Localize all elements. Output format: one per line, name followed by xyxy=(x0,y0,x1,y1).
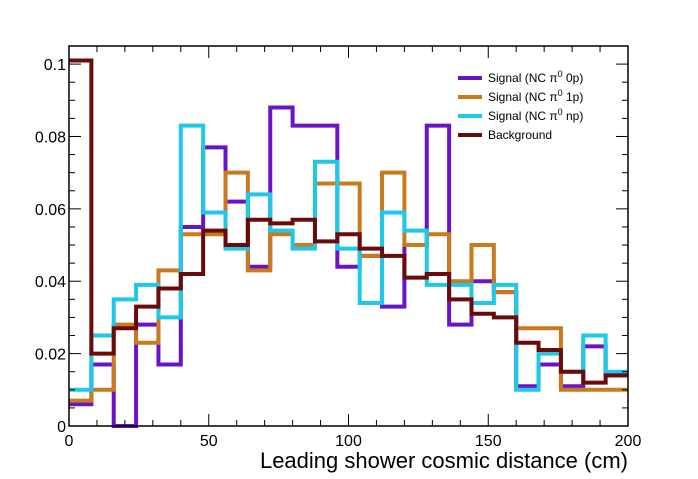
x-axis-title: Leading shower cosmic distance (cm) xyxy=(260,448,628,473)
legend-label-3: Background xyxy=(488,128,552,142)
y-tick-label: 0 xyxy=(57,419,66,436)
axis-ticks xyxy=(68,46,629,427)
series-line-2 xyxy=(69,123,628,392)
y-tick-label: 0.1 xyxy=(44,57,66,74)
x-tick-label: 200 xyxy=(615,433,642,450)
series-layer xyxy=(69,58,628,428)
y-tick-label: 0.08 xyxy=(35,129,66,146)
series-line-0 xyxy=(69,105,628,428)
legend: Signal (NC π0 0p) Signal (NC π0 1p) Signal… xyxy=(458,69,583,142)
x-tick-label: 50 xyxy=(200,433,218,450)
y-tick-label: 0.06 xyxy=(35,202,66,219)
y-tick-label: 0.04 xyxy=(35,274,66,291)
x-tick-label: 100 xyxy=(335,433,362,450)
x-tick-label: 0 xyxy=(65,433,74,450)
x-tick-label: 150 xyxy=(475,433,502,450)
legend-label-1: Signal (NC π0 1p) xyxy=(488,88,583,104)
legend-label-0: Signal (NC π0 0p) xyxy=(488,69,583,85)
legend-label-2: Signal (NC π0 np) xyxy=(488,107,583,123)
y-tick-label: 0.02 xyxy=(35,347,66,364)
axis-tick-labels: 0 50 100 150 200 0 0.02 0.04 0.06 0.08 0.1 xyxy=(35,57,642,450)
series-line-3 xyxy=(69,58,628,385)
